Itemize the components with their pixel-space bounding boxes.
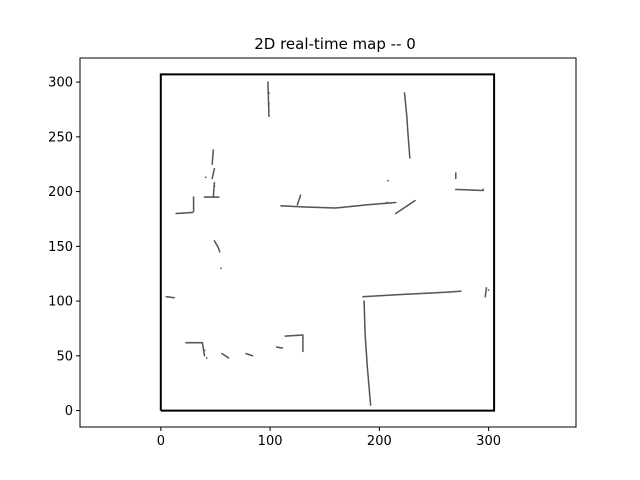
axes-frame	[79, 57, 577, 428]
x-tick-label: 0	[157, 434, 165, 449]
scan-point	[220, 267, 222, 270]
scan-point	[203, 349, 206, 352]
scan-segment	[175, 211, 195, 215]
scan-segment	[403, 92, 411, 160]
y-tick-label: 100	[48, 295, 73, 310]
scan-segment	[213, 240, 221, 253]
scan-segment	[211, 167, 216, 180]
axes: 0 100 200 300 0 50 100 150 200 250 300	[48, 57, 577, 449]
x-tick-label: 300	[476, 434, 501, 449]
scan-point	[204, 176, 207, 179]
scan-segment	[362, 290, 463, 298]
x-tick-label: 200	[367, 434, 392, 449]
scan-segment	[245, 352, 254, 357]
scan-point	[268, 92, 270, 94]
y-tick-label: 50	[56, 349, 73, 364]
y-tick-label: 300	[48, 76, 73, 91]
plot-area	[159, 73, 496, 412]
y-tick-label: 0	[65, 404, 73, 419]
scan-point	[386, 201, 388, 204]
scan-point	[487, 289, 490, 292]
scan-segment	[165, 295, 176, 299]
plot-content	[159, 73, 496, 412]
scan-segment	[394, 199, 417, 215]
scan-segment	[267, 81, 270, 118]
scan-segment	[280, 201, 397, 209]
scan-segment	[275, 346, 285, 350]
scan-segment	[212, 182, 216, 198]
scan-segment	[201, 341, 206, 357]
scan-point	[268, 103, 270, 105]
x-tick-label: 100	[258, 434, 283, 449]
scan-point	[482, 188, 485, 191]
scan-segment	[454, 188, 484, 192]
scan-segment	[284, 334, 304, 337]
chart-title: 2D real-time map -- 0	[254, 35, 416, 53]
scan-point	[213, 185, 216, 188]
scan-segment	[363, 300, 372, 406]
y-tick-label: 250	[48, 130, 73, 145]
scan-point	[387, 179, 389, 182]
scan-segment	[296, 194, 302, 206]
boundary-line	[159, 73, 496, 412]
scan-segment	[221, 352, 230, 359]
scan-point	[205, 357, 208, 359]
scan-segment	[484, 287, 488, 298]
y-tick-label: 200	[48, 185, 73, 200]
scan-segment	[211, 149, 215, 165]
y-tick-label: 150	[48, 240, 73, 255]
